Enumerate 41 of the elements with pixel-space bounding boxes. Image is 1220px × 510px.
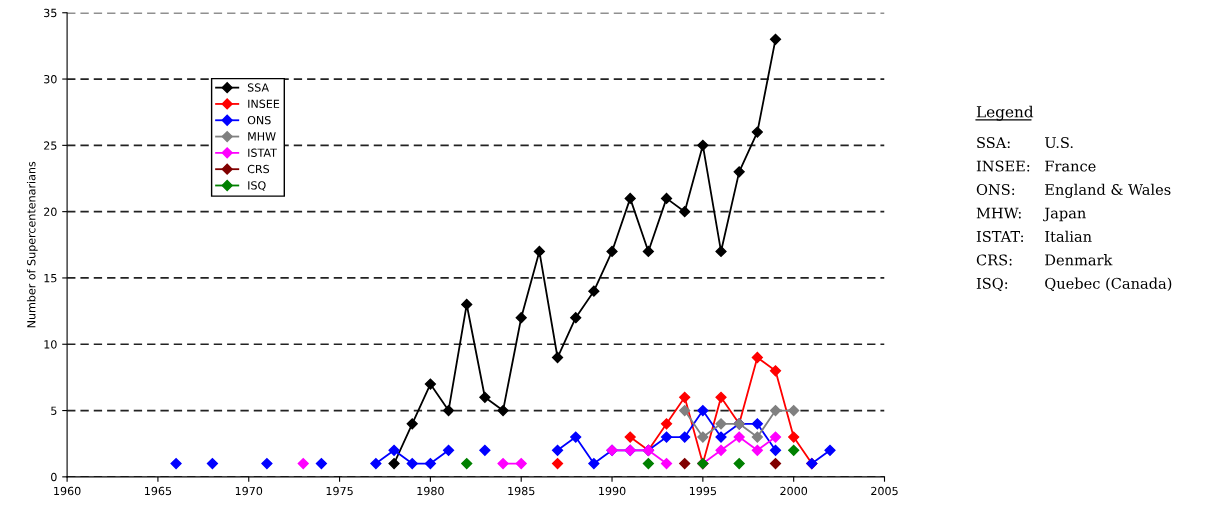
text: SSA: [977,137,1010,149]
y-tick-label: 30 [44,75,57,84]
legend-label: ONS [247,115,271,125]
text: U.S. [1045,137,1073,149]
x-tick-label: 1990 [599,486,626,496]
y-tick-label: 35 [44,8,57,18]
text: Italian [1045,230,1092,242]
legend-label: ISQ [248,181,266,191]
text: MHW: [976,207,1021,219]
x-tick-label: 1965 [145,486,172,496]
text: Legend [976,105,1034,121]
x-tick-label: 2000 [780,486,808,496]
legend-label: ISTAT [248,148,277,157]
y-tick-label: 0 [51,472,57,482]
legend-label: SSA [247,83,269,92]
x-tick-label: 1985 [508,486,535,496]
text: Quebec (Canada) [1045,277,1172,291]
y-tick-label: 15 [44,274,57,283]
x-tick-label: 1995 [689,486,717,496]
text: CRS: [976,254,1012,266]
text: ISQ: [976,277,1008,291]
text: Denmark [1045,254,1113,266]
y-tick-label: 20 [44,207,57,217]
text: ONS: [976,184,1015,196]
text: England & Wales [1045,183,1171,199]
x-tick-label: 1960 [54,486,81,496]
y-tick-label: 10 [44,340,57,349]
x-tick-label: 1970 [235,486,263,496]
text: Japan [1043,207,1086,222]
text: ISTAT: [976,230,1024,242]
y-tick-label: 5 [51,406,57,415]
legend-label: CRS [247,164,270,174]
y-axis-title: Number of Supercentenarians [26,161,38,328]
x-tick-label: 1980 [417,486,444,496]
legend-label: INSEE [248,99,280,108]
legend-label: MHW [248,132,276,141]
text: INSEE: [976,160,1030,172]
y-tick-label: 25 [44,141,57,150]
x-tick-label: 1975 [326,486,353,496]
text: France [1045,160,1096,172]
x-tick-label: 2005 [871,486,898,496]
